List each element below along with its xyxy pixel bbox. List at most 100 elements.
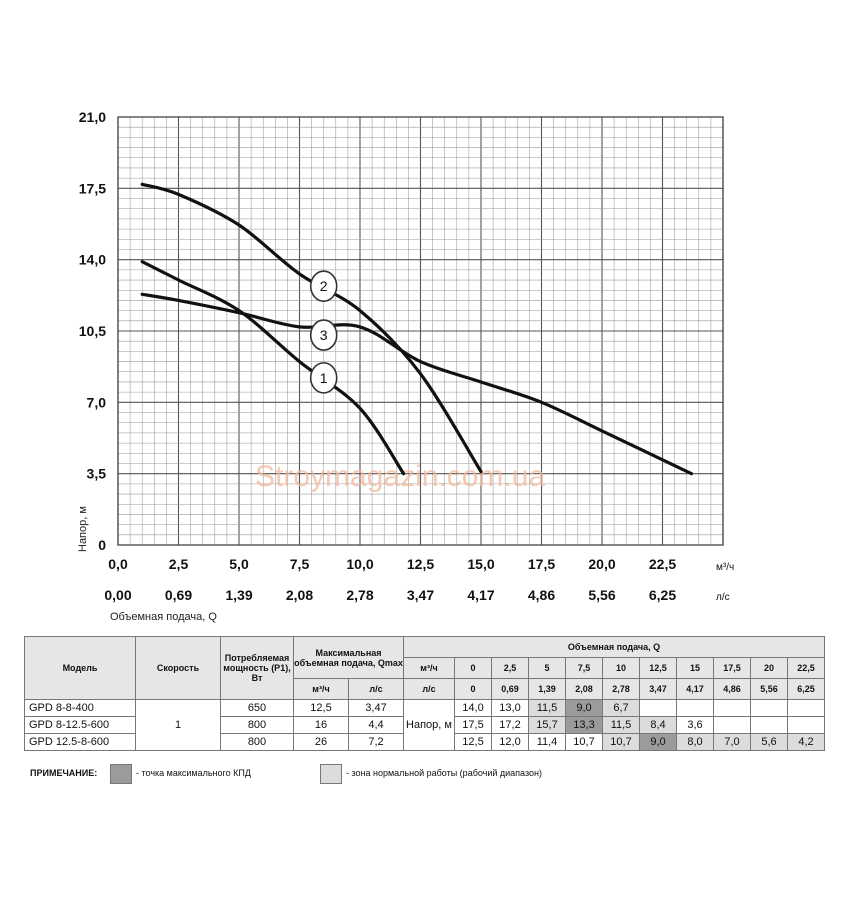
x-tick-label: 2,5 — [169, 556, 189, 572]
flow-header-ls: 0 — [454, 678, 492, 700]
y-tick-label: 14,0 — [79, 252, 106, 268]
curve-label-1: 1 — [320, 370, 328, 386]
head-value-cell: 17,2 — [491, 716, 529, 734]
flow-header-ls: 4,86 — [713, 678, 751, 700]
head-value-cell — [713, 716, 751, 734]
power-cell: 800 — [220, 733, 294, 751]
pump-data-table: Модель Скорость Потребляемая мощность (P… — [24, 636, 825, 751]
x-tick-label-secondary: 2,08 — [286, 587, 313, 603]
x-tick-label: 10,0 — [346, 556, 373, 572]
curve-label-circle — [309, 319, 338, 351]
x-tick-label: 12,5 — [407, 556, 434, 572]
x-tick-label: 20,0 — [588, 556, 615, 572]
flow-header-m3h: 7,5 — [565, 657, 603, 679]
y-tick-label: 3,5 — [87, 466, 107, 482]
x-tick-label-secondary: 6,25 — [649, 587, 676, 603]
x-tick-label-secondary: 4,86 — [528, 587, 555, 603]
qmax-m3h-cell: 12,5 — [293, 699, 349, 717]
head-value-cell: 11,5 — [602, 716, 640, 734]
head-value-cell: 7,0 — [713, 733, 751, 751]
plot-frame — [117, 116, 724, 546]
x-tick-label: 15,0 — [467, 556, 494, 572]
x-tick-label: 7,5 — [290, 556, 310, 572]
pump-performance-chart: 0,0 2,5 5,0 7,5 10,0 12,5 15,0 17,5 20,0 22,5 0,0… — [77, 109, 734, 623]
model-cell: GPD 12.5-8-600 — [24, 733, 136, 751]
head-value-cell: 8,0 — [676, 733, 714, 751]
curve-label-circle — [309, 362, 338, 394]
col-model: Модель — [24, 636, 136, 700]
qmax-m3h-cell: 26 — [293, 733, 349, 751]
working-range-text: - зона нормальной работы (рабочий диапаз… — [346, 768, 542, 778]
qmax-unit-ls: л/с — [348, 678, 404, 700]
curve-3 — [140, 292, 694, 476]
flow-header-m3h: 17,5 — [713, 657, 751, 679]
flow-header-ls: 4,17 — [676, 678, 714, 700]
head-value-cell: 15,7 — [528, 716, 566, 734]
x-tick-label-secondary: 1,39 — [225, 587, 252, 603]
head-value-cell — [787, 716, 825, 734]
head-value-cell: 12,5 — [454, 733, 492, 751]
head-value-cell — [713, 699, 751, 717]
x-axis-label: Объемная подача, Q — [110, 611, 217, 623]
table-row: GPD 8-8-400 1 650 12,5 3,47 Напор, м 14,0 13,0 1… — [24, 699, 825, 751]
head-value-cell: 11,5 — [528, 699, 566, 717]
head-value-cell: 14,0 — [454, 699, 492, 717]
flow-header-ls: 5,56 — [750, 678, 788, 700]
working-range-swatch — [320, 764, 342, 784]
flow-header-m3h: 5 — [528, 657, 566, 679]
flow-header-m3h: 12,5 — [639, 657, 677, 679]
head-value-cell: 17,5 — [454, 716, 492, 734]
x-tick-label-secondary: 3,47 — [407, 587, 434, 603]
table-row: GPD 12.5-8-600 800 26 7,2 12,5 12,0 11,4 10,7 10… — [24, 733, 825, 751]
note-label: ПРИМЕЧАНИЕ: — [30, 768, 98, 778]
head-value-cell — [750, 699, 788, 717]
curve-2 — [140, 182, 483, 474]
x-tick-label: 0,0 — [108, 556, 128, 572]
head-value-cell: 13,3 — [565, 716, 603, 734]
y-tick-label: 0 — [98, 537, 106, 553]
col-power: Потребляемая мощность (P1), Вт — [220, 636, 294, 700]
y-axis-ticks: 0 3,5 7,0 10,5 14,0 17,5 21,0 — [79, 109, 106, 553]
power-cell: 800 — [220, 716, 294, 734]
head-value-cell — [639, 699, 677, 717]
head-value-cell: 6,7 — [602, 699, 640, 717]
x-tick-label-secondary: 5,56 — [588, 587, 615, 603]
model-cell: GPD 8-8-400 — [24, 699, 136, 717]
x-tick-label: 17,5 — [528, 556, 555, 572]
flow-header-m3h: 0 — [454, 657, 492, 679]
watermark: Stroymagazin.com.ua — [255, 460, 545, 493]
max-efficiency-swatch — [110, 764, 132, 784]
col-speed: Скорость — [135, 636, 221, 700]
qmax-ls-cell: 7,2 — [348, 733, 404, 751]
curve-label-3: 3 — [320, 327, 328, 343]
y-tick-label: 7,0 — [87, 394, 107, 410]
x-unit-secondary: л/с — [716, 592, 730, 603]
x-unit-primary: м³/ч — [716, 562, 734, 573]
head-value-cell: 3,6 — [676, 716, 714, 734]
y-tick-label: 10,5 — [79, 323, 106, 339]
flow-unit-ls: л/с — [403, 678, 455, 700]
x-tick-label-secondary: 0,00 — [104, 587, 131, 603]
y-tick-label: 21,0 — [79, 109, 106, 125]
flow-header-ls: 1,39 — [528, 678, 566, 700]
head-label-cell: Напор, м — [403, 699, 455, 751]
head-value-cell: 9,0 — [565, 699, 603, 717]
curve-label-circle — [309, 270, 338, 302]
x-tick-label-secondary: 4,17 — [467, 587, 494, 603]
y-axis-label: Напор, м — [77, 506, 89, 552]
flow-header-ls: 3,47 — [639, 678, 677, 700]
col-qmax: Максимальная объемная подача, Qmax — [293, 636, 404, 679]
x-axis-secondary-ticks: 0,00 0,69 1,39 2,08 2,78 3,47 4,17 4,86 5,56 6,25 — [104, 587, 676, 603]
head-value-cell: 10,7 — [602, 733, 640, 751]
x-tick-label-secondary: 2,78 — [346, 587, 373, 603]
qmax-m3h-cell: 16 — [293, 716, 349, 734]
head-value-cell: 10,7 — [565, 733, 603, 751]
x-tick-label: 22,5 — [649, 556, 676, 572]
performance-curves — [140, 182, 694, 476]
y-tick-label: 17,5 — [79, 180, 106, 196]
qmax-ls-cell: 4,4 — [348, 716, 404, 734]
head-value-cell: 9,0 — [639, 733, 677, 751]
power-cell: 650 — [220, 699, 294, 717]
head-value-cell: 8,4 — [639, 716, 677, 734]
head-value-cell — [787, 699, 825, 717]
